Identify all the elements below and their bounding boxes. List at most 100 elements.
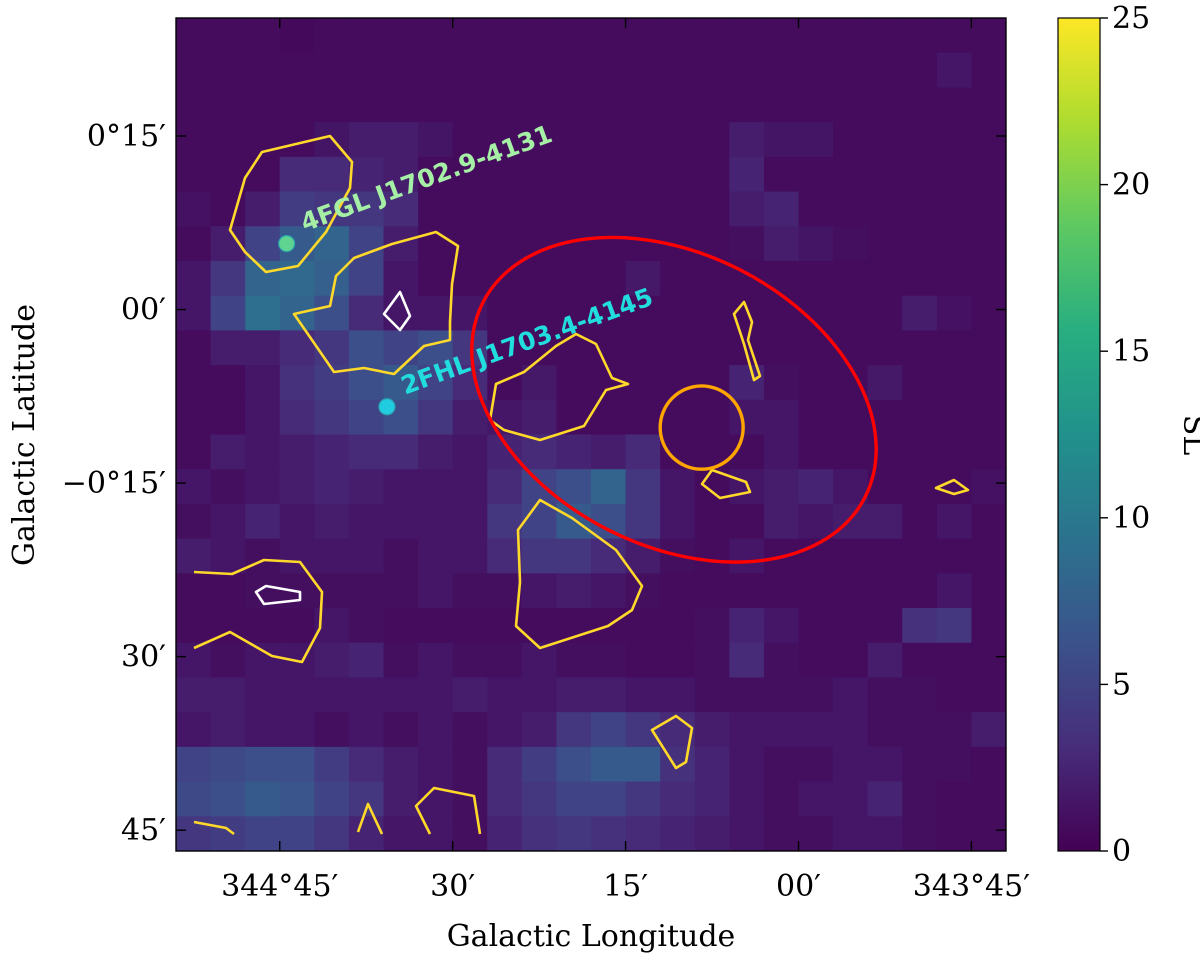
heatmap-cell: [936, 330, 973, 366]
heatmap-cell: [383, 18, 419, 54]
heatmap-cell: [348, 538, 385, 574]
heatmap-cell: [418, 122, 454, 158]
heatmap-cell: [418, 712, 454, 748]
yellow-contour: [292, 230, 460, 376]
heatmap-cell: [487, 538, 523, 574]
heatmap-cell: [383, 434, 419, 470]
heatmap-cell: [936, 87, 973, 123]
y-tick-label: −0°15′: [62, 466, 166, 501]
heatmap-cell: [556, 87, 592, 123]
heatmap-cell: [763, 399, 800, 436]
heatmap-cell: [971, 399, 1006, 436]
heatmap-cell: [383, 469, 419, 505]
heatmap-cell: [833, 434, 869, 470]
heatmap-cell: [210, 18, 246, 54]
heatmap-cell: [867, 52, 903, 89]
heatmap-cell: [729, 87, 765, 123]
heatmap-cell: [348, 434, 385, 470]
heatmap-cell: [176, 712, 212, 748]
heatmap-cell: [556, 434, 592, 470]
x-axis-ticks: 344°45′ 30′ 15′ 00′ 343°45′: [221, 18, 1030, 904]
heatmap-cell: [729, 18, 765, 54]
heatmap-cell: [729, 781, 765, 817]
heatmap-cell: [902, 712, 938, 748]
heatmap-cell: [418, 330, 454, 366]
heatmap-cell: [867, 712, 903, 748]
heatmap-cell: [694, 434, 730, 470]
heatmap-cell: [625, 295, 661, 331]
heatmap-cell: [694, 642, 730, 679]
heatmap-cell: [902, 538, 938, 574]
heatmap-cell: [521, 677, 558, 713]
heatmap-cell: [902, 226, 938, 262]
heatmap-cell: [348, 156, 385, 193]
heatmap-cell: [452, 608, 488, 644]
heatmap-cell: [763, 156, 800, 193]
heatmap-cell: [729, 122, 765, 158]
heatmap-cell: [763, 18, 800, 54]
heatmap-cell: [418, 399, 454, 436]
heatmap-cell: [591, 434, 627, 470]
heatmap-cell: [487, 226, 523, 262]
heatmap-cell: [971, 226, 1006, 262]
heatmap-cell: [383, 503, 419, 540]
heatmap-cell: [833, 295, 869, 331]
colorbar-label: SL: [1176, 415, 1200, 456]
heatmap-cell: [694, 191, 730, 227]
heatmap-cell: [210, 642, 246, 679]
heatmap-cell: [902, 87, 938, 123]
yellow-contour: [193, 820, 235, 836]
heatmap-cell: [418, 52, 454, 89]
heatmap-cell: [971, 18, 1006, 54]
heatmap-cell: [729, 712, 765, 748]
heatmap-cell: [625, 816, 661, 851]
heatmap-cell: [418, 18, 454, 54]
heatmap-cell: [556, 816, 592, 851]
heatmap-cell: [348, 52, 385, 89]
heatmap-cell: [694, 122, 730, 158]
heatmap-cell: [279, 87, 315, 123]
heatmap-cell: [521, 712, 558, 748]
heatmap-cell: [521, 52, 558, 89]
heatmap-cell: [867, 677, 903, 713]
heatmap-cell: [487, 677, 523, 713]
heatmap-cell: [798, 573, 834, 609]
heatmap-cell: [348, 87, 385, 123]
heatmap-cell: [902, 260, 938, 297]
heatmap-cell: [210, 156, 246, 193]
heatmap-cell: [176, 642, 212, 679]
heatmap-cell: [936, 503, 973, 540]
heatmap-cell: [660, 469, 696, 505]
heatmap-cell: [867, 87, 903, 123]
heatmap-cell: [348, 677, 385, 713]
heatmap-cell: [383, 608, 419, 644]
heatmap-cell: [418, 642, 454, 679]
heatmap-cell: [729, 677, 765, 713]
heatmap-cell: [348, 503, 385, 540]
y-axis-ticks: 0°15′ 00′ −0°15′ 30′ 45′: [62, 119, 1006, 848]
heatmap-cell: [245, 434, 281, 470]
heatmap-cell: [729, 816, 765, 851]
heatmap-cell: [660, 52, 696, 89]
heatmap-cell: [660, 260, 696, 297]
heatmap-cell: [314, 399, 350, 436]
heatmap-cell: [867, 295, 903, 331]
yellow-contour: [650, 714, 694, 770]
heatmap-cell: [867, 781, 903, 817]
heatmap-cell: [176, 295, 212, 331]
heatmap-cell: [556, 746, 592, 783]
heatmap-cell: [210, 434, 246, 470]
heatmap-cell: [210, 87, 246, 123]
heatmap-cell: [833, 52, 869, 89]
heatmap-cell: [383, 573, 419, 609]
heatmap-cell: [625, 52, 661, 89]
yellow-contour: [488, 332, 630, 442]
heatmap-cell: [279, 712, 315, 748]
heatmap-cell: [245, 295, 281, 331]
heatmap-cell: [763, 434, 800, 470]
heatmap-cell: [487, 18, 523, 54]
heatmap-cell: [729, 156, 765, 193]
heatmap-cell: [176, 18, 212, 54]
